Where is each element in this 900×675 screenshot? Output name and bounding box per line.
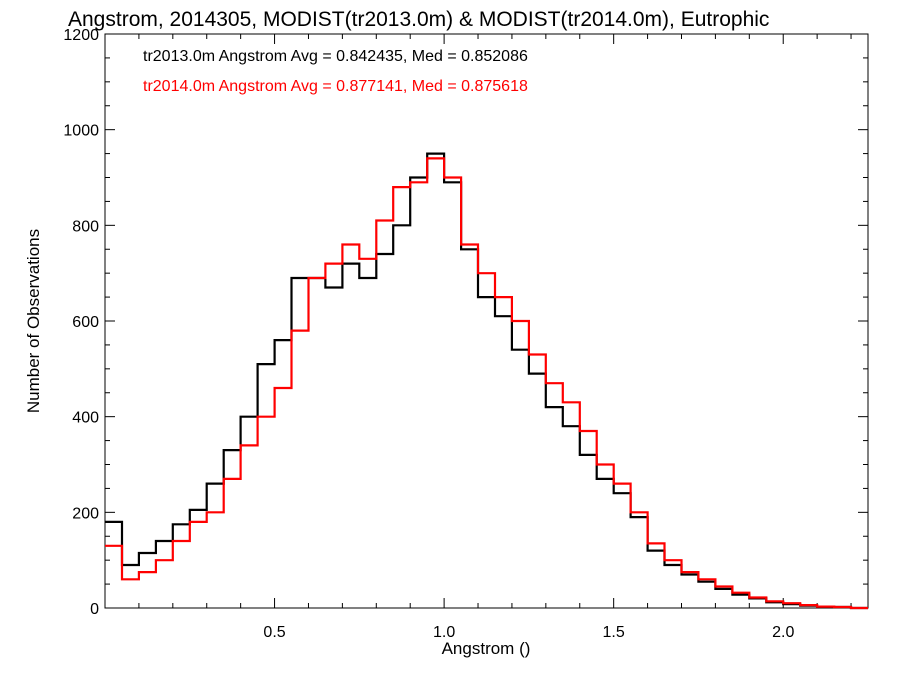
series-line-tr2013.0m [105, 152, 868, 610]
y-tick-label: 200 [72, 505, 99, 522]
x-tick-label: 1.0 [433, 624, 455, 641]
series-line-tr2014.0m [105, 157, 868, 610]
y-tick-label: 0 [90, 601, 99, 618]
x-axis: 0.5 1.0 1.5 2.0 [138, 34, 852, 641]
stat-annotation-tr2014: tr2014.0m Angstrom Avg = 0.877141, Med =… [143, 78, 528, 95]
y-axis-label: Number of Observations [24, 229, 43, 413]
x-axis-label: Angstrom () [442, 639, 531, 658]
y-tick-label: 400 [72, 410, 99, 427]
y-tick-label: 1000 [63, 123, 99, 140]
stat-annotation-tr2013: tr2013.0m Angstrom Avg = 0.842435, Med =… [143, 48, 528, 65]
y-tick-label: 800 [72, 218, 99, 235]
y-axis: 0 200 400 600 800 1000 1200 [63, 27, 868, 618]
plot-frame [104, 33, 869, 609]
x-tick-label: 2.0 [772, 624, 794, 641]
x-tick-label: 0.5 [263, 624, 285, 641]
x-tick-label: 1.5 [603, 624, 625, 641]
y-tick-label: 600 [72, 314, 99, 331]
series-layer [105, 152, 868, 610]
y-tick-label: 1200 [63, 27, 99, 44]
chart-title: Angstrom, 2014305, MODIST(tr2013.0m) & M… [68, 8, 769, 31]
